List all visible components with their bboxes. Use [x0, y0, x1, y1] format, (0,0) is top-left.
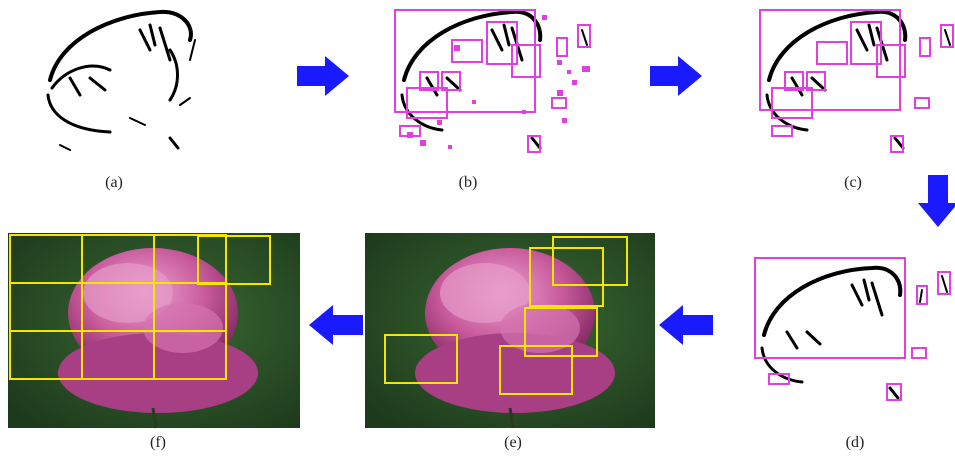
- panel-e: (e): [365, 233, 655, 451]
- rose-photo-f: [8, 233, 300, 429]
- edge-map-a: [46, 9, 196, 151]
- panel-f: (f): [8, 233, 300, 451]
- edge-map-c: [759, 9, 954, 153]
- panel-c: (c): [757, 0, 955, 191]
- caption-e: (e): [504, 434, 522, 451]
- caption-d: (d): [845, 434, 865, 451]
- caption-f: (f): [150, 434, 166, 451]
- arrow-icon: [297, 56, 349, 96]
- edge-map-b: [394, 9, 591, 153]
- arrow-icon: [650, 56, 702, 96]
- panel-a: (a): [30, 0, 200, 191]
- rose-photo-e: [365, 233, 655, 429]
- panel-d: (d): [752, 250, 955, 451]
- caption-c: (c): [844, 174, 862, 191]
- arrow-icon: [918, 175, 955, 227]
- caption-a: (a): [105, 174, 123, 191]
- panel-b: (b): [392, 0, 592, 191]
- caption-b: (b): [458, 174, 478, 191]
- arrow-icon: [309, 305, 363, 345]
- arrow-icon: [659, 305, 713, 345]
- edge-map-d: [754, 257, 951, 401]
